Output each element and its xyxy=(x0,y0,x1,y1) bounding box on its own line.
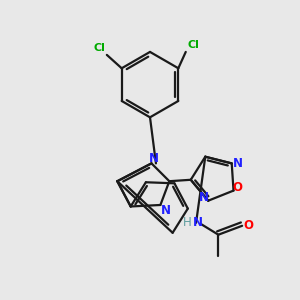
Text: N: N xyxy=(193,216,202,229)
Text: Cl: Cl xyxy=(187,40,199,50)
Text: N: N xyxy=(161,204,171,217)
Text: O: O xyxy=(232,181,242,194)
Text: Cl: Cl xyxy=(94,44,105,53)
Text: H: H xyxy=(183,216,192,229)
Text: O: O xyxy=(243,219,253,232)
Text: N: N xyxy=(233,157,243,170)
Text: N: N xyxy=(149,152,159,164)
Text: N: N xyxy=(199,190,209,204)
